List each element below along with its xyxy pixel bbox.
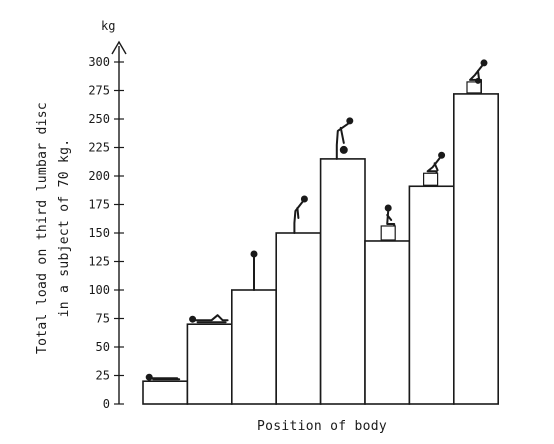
bar-1	[142, 380, 189, 405]
sitting-leaning-forward-icon	[423, 151, 446, 187]
y-axis-arrow	[111, 40, 127, 55]
y-tick-label: 300	[88, 55, 110, 69]
y-axis-title-line-2: in a subject of 70 kg.	[57, 139, 72, 318]
lying-supine-icon	[145, 373, 181, 381]
standing-lifting-weight-icon	[335, 117, 354, 160]
bars	[142, 93, 499, 405]
y-tick-label: 0	[103, 397, 110, 411]
y-tick-label: 150	[88, 226, 110, 240]
y-tick-label: 175	[88, 198, 110, 212]
bar-3	[231, 289, 278, 405]
bar-8	[452, 93, 499, 405]
sitting-upright-icon	[380, 204, 396, 241]
bar-2	[186, 323, 233, 405]
y-tick-label: 25	[96, 369, 110, 383]
bar-6	[364, 240, 411, 405]
y-tick-label: 225	[88, 141, 110, 155]
bar-4	[275, 232, 322, 405]
y-unit-label: kg	[101, 19, 115, 33]
y-tick-label: 100	[88, 283, 110, 297]
y-tick-label: 250	[88, 112, 110, 126]
y-tick-label: 200	[88, 169, 110, 183]
standing-icon	[250, 250, 258, 291]
y-tick-label: 125	[88, 255, 110, 269]
bar-7	[408, 185, 455, 405]
position-figures	[145, 59, 488, 381]
y-tick-label: 50	[96, 340, 110, 354]
x-axis-title: Position of body	[257, 419, 387, 434]
bar-5	[319, 158, 366, 405]
y-axis-title: Total load on third lumbar disc in a sub…	[35, 102, 72, 354]
sitting-lifting-weight-icon	[466, 59, 488, 94]
y-axis-title-line-1: Total load on third lumbar disc	[35, 102, 50, 354]
y-tick-label: 75	[96, 312, 110, 326]
lying-supine-knees-icon	[189, 314, 229, 324]
standing-leaning-forward-icon	[293, 195, 308, 234]
y-tick-label: 275	[88, 84, 110, 98]
